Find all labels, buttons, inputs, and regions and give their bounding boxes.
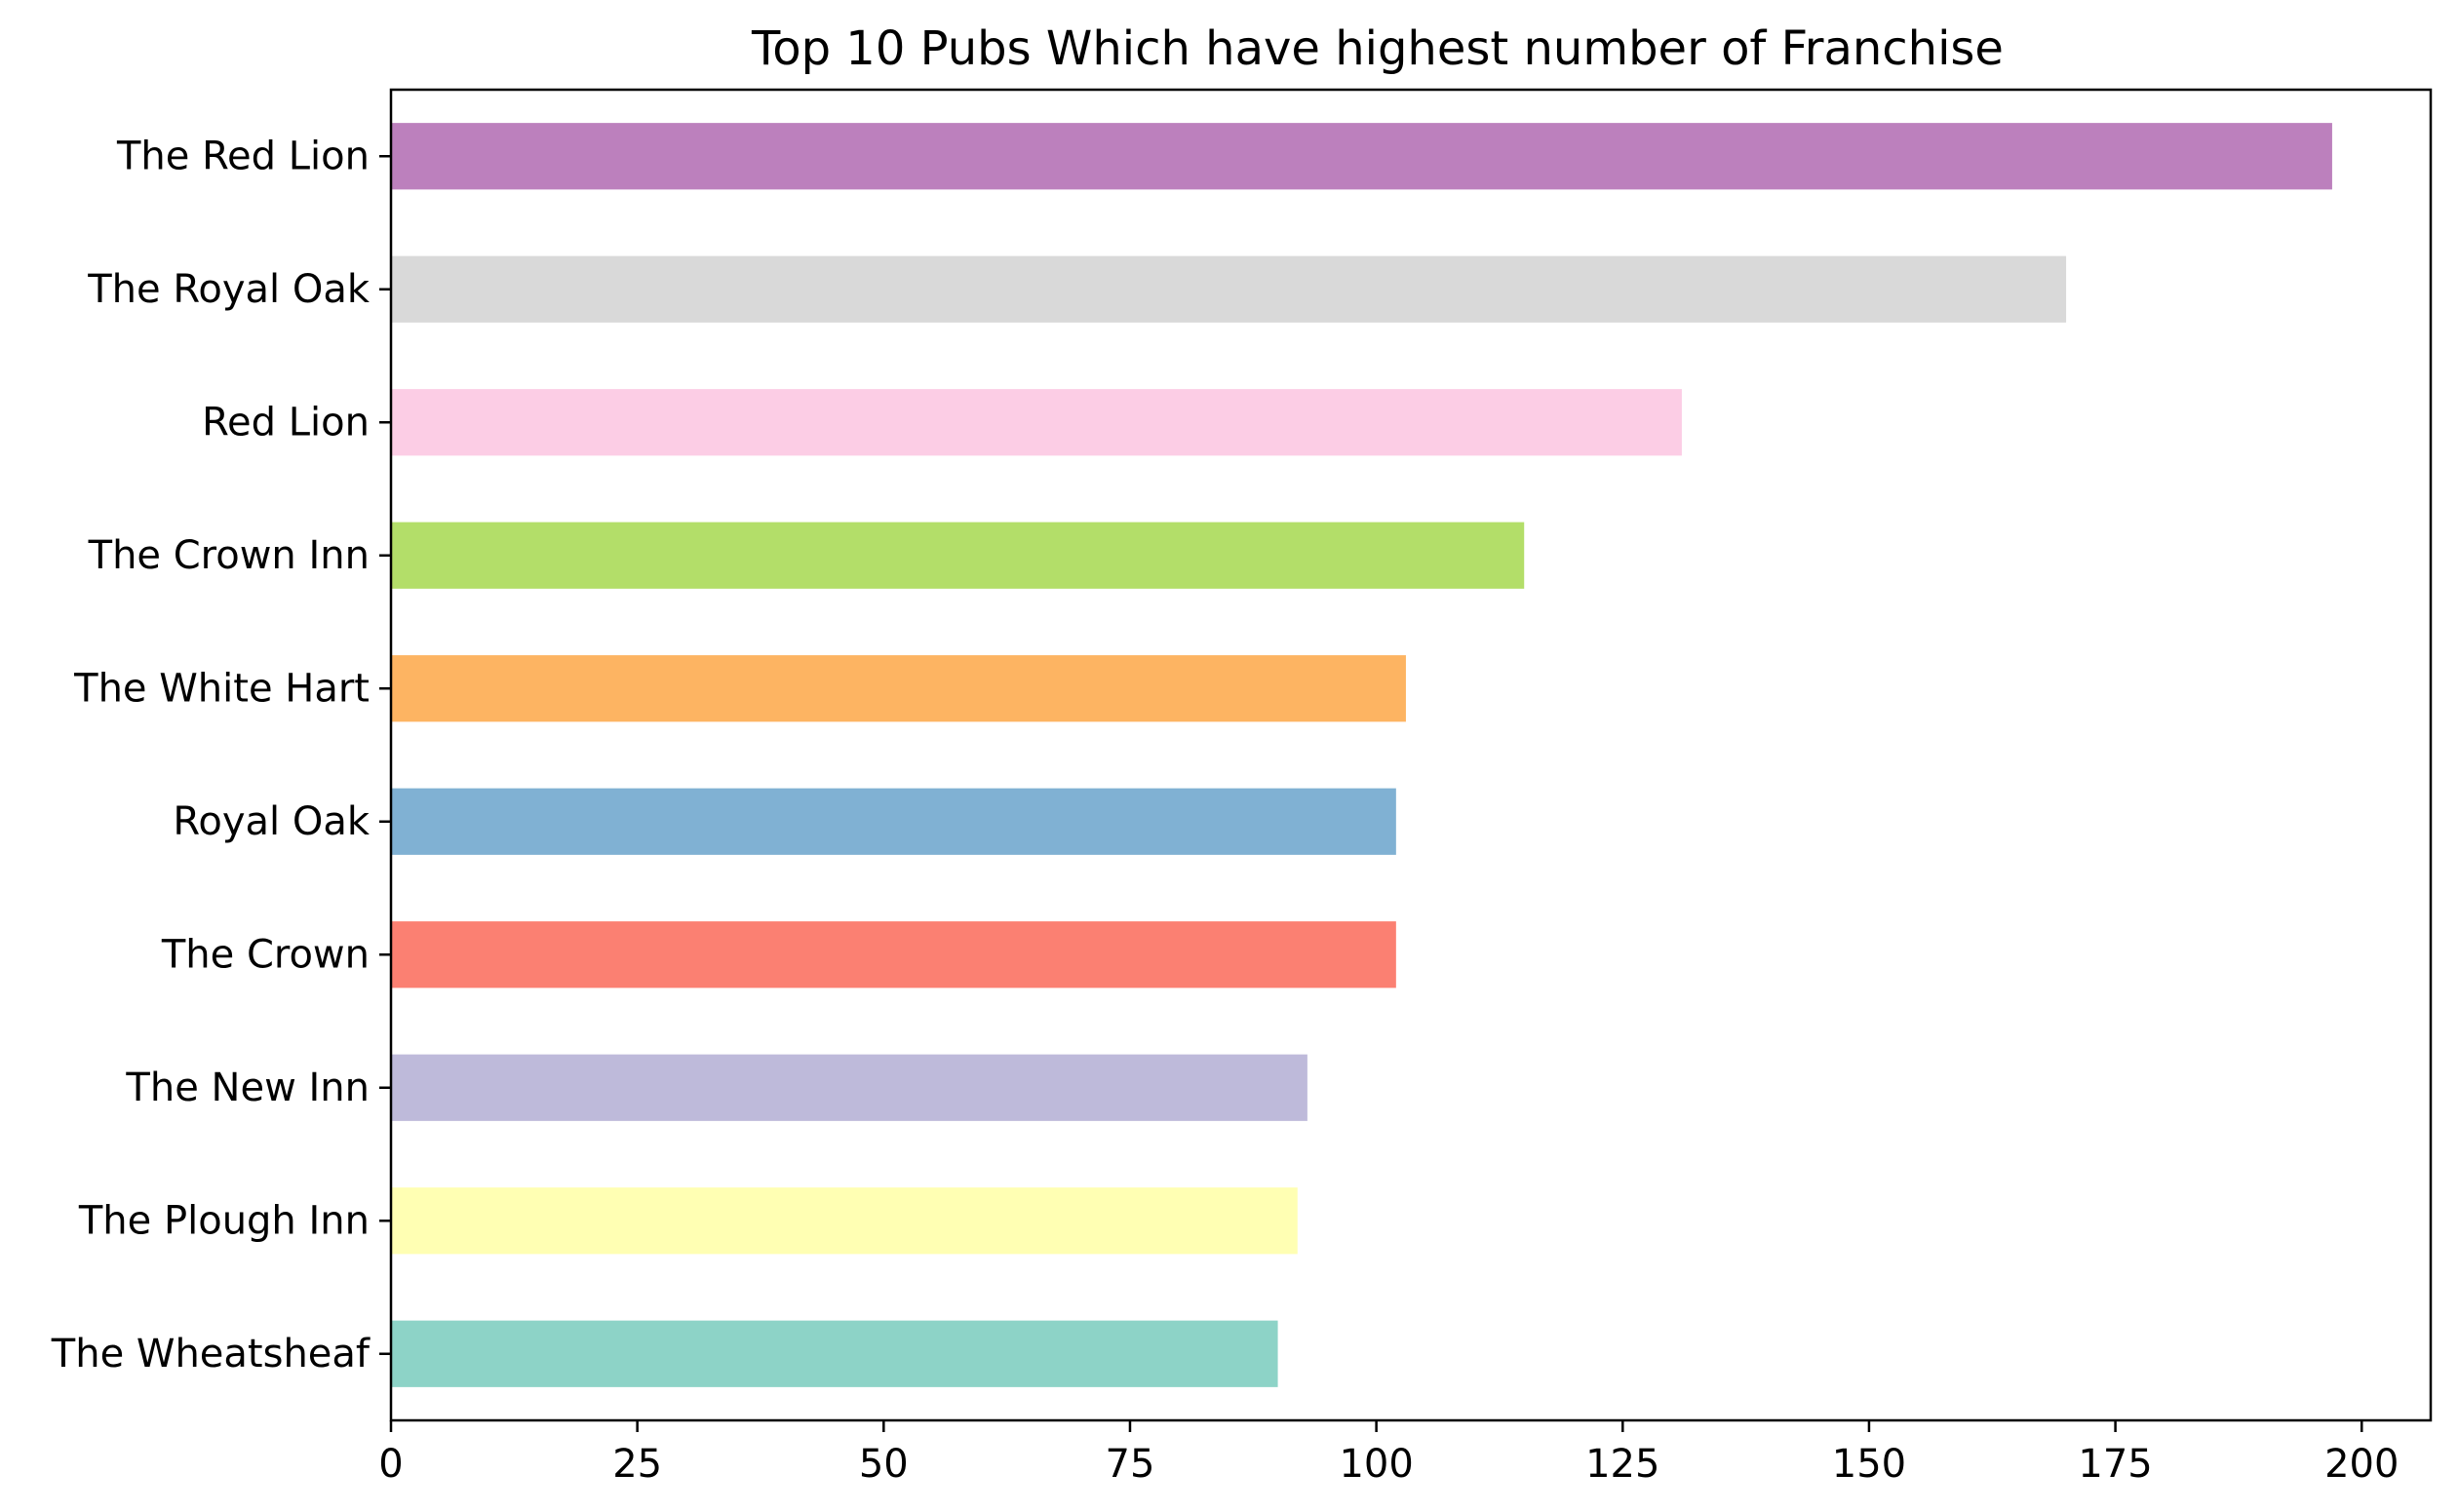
bar: [391, 389, 1682, 456]
x-tick-label: 50: [859, 1442, 909, 1487]
x-tick-label: 150: [1832, 1442, 1906, 1487]
x-tick-label: 125: [1585, 1442, 1659, 1487]
x-tick-label: 75: [1106, 1442, 1155, 1487]
y-tick-label: The Red Lion: [116, 134, 370, 178]
y-axis-ticks: The Red Lion The Royal Oak Red Lion The Cro…: [51, 134, 391, 1376]
y-tick-label: The Wheatsheaf: [51, 1332, 371, 1376]
bar: [391, 123, 2332, 190]
y-tick-label: The Crown: [161, 932, 370, 977]
x-tick-label: 100: [1339, 1442, 1413, 1487]
y-tick-label: The Royal Oak: [87, 267, 371, 312]
bar: [391, 255, 2067, 323]
y-tick-label: The Plough Inn: [78, 1198, 370, 1243]
bar: [391, 1187, 1298, 1255]
y-tick-label: The Crown Inn: [88, 533, 370, 578]
plot-frame: [389, 88, 2433, 1422]
bar: [391, 1320, 1278, 1387]
bar: [391, 655, 1406, 722]
bar: [391, 921, 1396, 989]
x-tick-label: 175: [2078, 1442, 2152, 1487]
y-tick-label: The New Inn: [125, 1066, 370, 1110]
bar: [391, 1054, 1307, 1121]
x-axis-ticks: 0 25 50 75 100 125 150 175 200: [378, 1420, 2399, 1487]
x-tick-label: 0: [378, 1442, 403, 1487]
y-tick-label: Red Lion: [202, 400, 370, 445]
chart-title: Top 10 Pubs Which have highest number of…: [751, 21, 2004, 76]
bar: [391, 522, 1525, 589]
y-tick-label: Royal Oak: [173, 799, 370, 844]
x-tick-label: 200: [2324, 1442, 2399, 1487]
y-tick-label: The White Hart: [73, 666, 370, 711]
bar: [391, 788, 1396, 855]
x-tick-label: 25: [612, 1442, 662, 1487]
bars-layer: [391, 123, 2332, 1387]
